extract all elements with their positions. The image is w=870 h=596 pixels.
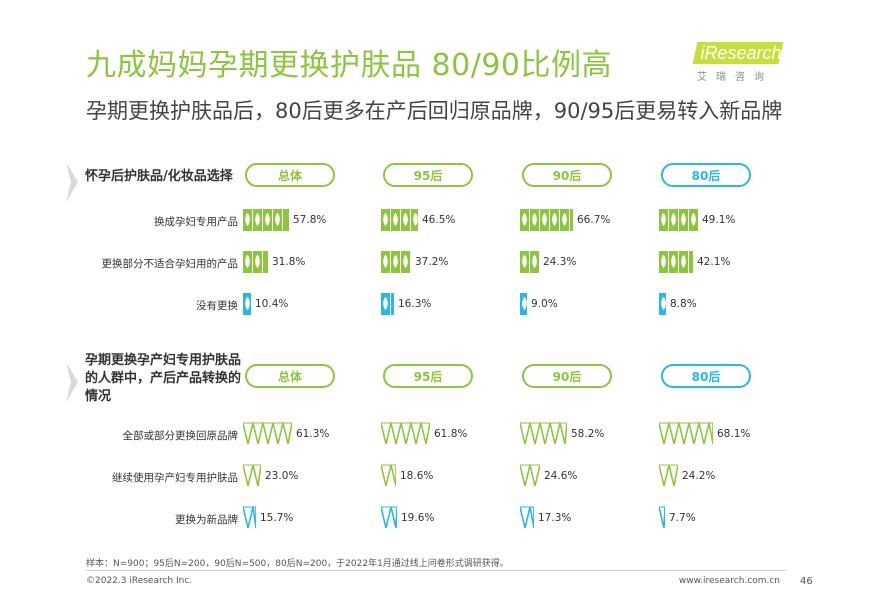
iresearch-logo: iResearch 艾瑞咨询	[692, 42, 787, 90]
value-label: 23.0%	[265, 470, 299, 482]
value-label: 9.0%	[531, 298, 558, 310]
group-pill: 80后	[661, 364, 751, 388]
value-label: 17.3%	[538, 512, 572, 524]
group-pill: 90后	[522, 163, 612, 187]
bar-mark	[381, 209, 418, 231]
value-label: 42.1%	[697, 256, 731, 268]
bar-mark	[520, 251, 539, 273]
bar-mark	[381, 464, 396, 487]
value-label: 15.7%	[260, 512, 294, 524]
bar-mark	[520, 293, 527, 315]
section-chevron-icon	[66, 162, 78, 202]
group-pill: 95后	[383, 364, 473, 388]
footer-divider	[86, 570, 786, 571]
bar-mark	[520, 422, 567, 445]
bar-mark	[659, 209, 698, 231]
bar-mark	[659, 293, 666, 315]
value-label: 8.8%	[670, 298, 697, 310]
category-label: 换成孕妇专用产品	[154, 216, 238, 228]
group-pill: 90后	[522, 364, 612, 388]
section-2-title: 孕期更换孕产妇专用护肤品的人群中，产后产品转换的情况	[85, 353, 242, 404]
footnote: 样本：N=900；95后N=200，90后N=500，80后N=200，于202…	[86, 559, 509, 569]
value-label: 58.2%	[571, 428, 605, 440]
bar-mark	[659, 464, 678, 487]
value-label: 7.7%	[669, 512, 696, 524]
category-label: 继续使用孕产妇专用护肤品	[112, 472, 238, 484]
bar-mark	[243, 506, 256, 529]
value-label: 16.3%	[398, 298, 432, 310]
bar-mark	[243, 293, 251, 315]
bar-mark	[381, 251, 410, 273]
value-label: 19.6%	[401, 512, 435, 524]
bar-mark	[381, 506, 397, 529]
page-title: 九成妈妈孕期更换护肤品 80/90比例高	[86, 48, 612, 83]
bar-mark	[381, 422, 430, 445]
value-label: 66.7%	[577, 214, 611, 226]
value-label: 57.8%	[293, 214, 327, 226]
category-label: 没有更换	[196, 300, 238, 312]
bar-mark	[659, 251, 693, 273]
value-label: 31.8%	[272, 256, 306, 268]
bar-mark	[243, 209, 289, 231]
category-label: 更换部分不适合孕妇用的产品	[101, 258, 239, 270]
value-label: 49.1%	[702, 214, 736, 226]
copyright: ©2022.3 iResearch Inc.	[86, 576, 193, 586]
value-label: 61.3%	[296, 428, 330, 440]
value-label: 37.2%	[415, 256, 449, 268]
bar-mark	[659, 506, 665, 529]
bar-mark	[520, 506, 534, 529]
value-label: 68.1%	[717, 428, 751, 440]
group-pill: 总体	[245, 364, 335, 388]
bar-mark	[520, 209, 573, 231]
logo-subtext: 艾瑞咨询	[697, 72, 773, 83]
bar-mark	[381, 293, 394, 315]
value-label: 24.2%	[682, 470, 716, 482]
section-1-title: 怀孕后护肤品/化妆品选择	[85, 169, 233, 184]
value-label: 46.5%	[422, 214, 456, 226]
website-url: www.iresearch.com.cn	[678, 576, 780, 586]
category-label: 更换为新品牌	[175, 514, 238, 526]
group-pill: 80后	[661, 163, 751, 187]
value-label: 24.6%	[544, 470, 578, 482]
value-label: 10.4%	[255, 298, 289, 310]
value-label: 24.3%	[543, 256, 577, 268]
section-chevron-icon	[66, 362, 78, 402]
bar-mark	[243, 464, 261, 487]
bar-mark	[243, 251, 268, 273]
value-label: 61.8%	[434, 428, 468, 440]
bar-mark	[243, 422, 292, 445]
bar-mark	[659, 422, 713, 445]
page-number: 46	[800, 576, 813, 587]
bar-mark	[520, 464, 540, 487]
value-label: 18.6%	[400, 470, 434, 482]
logo-text: iResearch	[700, 43, 782, 63]
group-pill: 总体	[245, 163, 335, 187]
group-pill: 95后	[383, 163, 473, 187]
category-label: 全部或部分更换回原品牌	[122, 430, 239, 442]
page-subtitle: 孕期更换护肤品后，80后更多在产后回归原品牌，90/95后更易转入新品牌	[86, 99, 783, 123]
